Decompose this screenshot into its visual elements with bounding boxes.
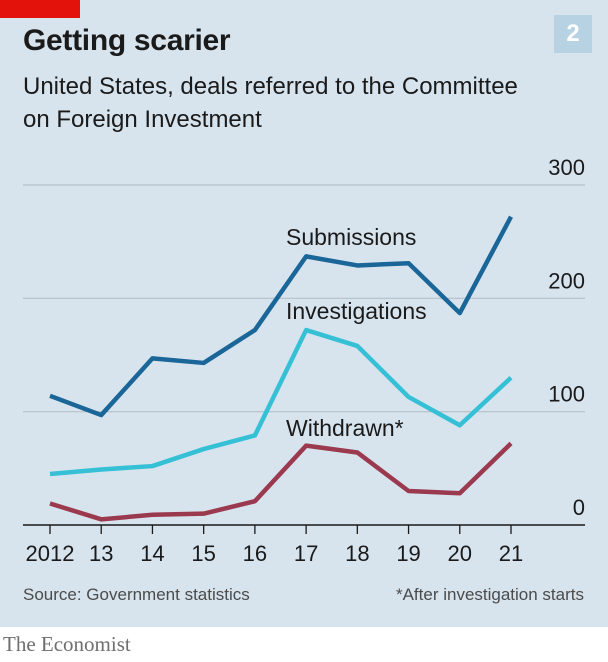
y-tick-label: 300	[548, 155, 585, 180]
series-line-investigations	[49, 327, 513, 477]
chart-title: Getting scarier	[23, 24, 231, 57]
series-line-submissions	[49, 215, 513, 418]
x-tick-label: 20	[448, 541, 472, 566]
chart-panel	[0, 0, 608, 627]
brand-red-tag	[0, 0, 80, 18]
y-tick-label: 0	[573, 495, 585, 520]
chart-number-badge: 2	[554, 15, 592, 53]
footnote: *After investigation starts	[395, 585, 584, 604]
publisher-logo: The Economist	[3, 632, 131, 656]
x-tick-label: 19	[396, 541, 420, 566]
chart-subtitle: United States, deals referred to the Com…	[23, 73, 518, 133]
series-line-withdrawn	[49, 441, 513, 522]
x-tick-label: 18	[345, 541, 369, 566]
x-tick-label: 16	[243, 541, 267, 566]
y-tick-label: 100	[548, 382, 585, 407]
y-tick-label: 200	[548, 268, 585, 293]
x-tick-label: 15	[191, 541, 215, 566]
line-chart: 0 100 200 300 2012 13 14 15 16 17 18 19 20 21 Submis…	[23, 155, 585, 566]
source-note: Source: Government statistics	[23, 585, 250, 604]
x-tick-label: 21	[499, 541, 523, 566]
series-label-withdrawn: Withdrawn*	[286, 415, 404, 441]
series-label-investigations: Investigations	[286, 298, 427, 324]
x-tick-label: 14	[140, 541, 164, 566]
x-tick-label: 13	[89, 541, 113, 566]
x-tick-label: 2012	[26, 541, 75, 566]
x-tick-label: 17	[294, 541, 318, 566]
series-label-submissions: Submissions	[286, 224, 416, 250]
